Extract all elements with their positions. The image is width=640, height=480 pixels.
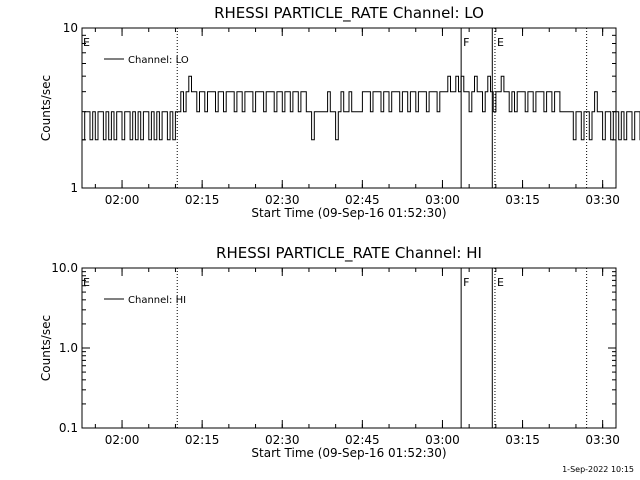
chart-panel-2: RHESSI PARTICLE_RATE Channel: HI 02:00 02:… <box>39 244 620 460</box>
chart-title: RHESSI PARTICLE_RATE Channel: HI <box>216 244 482 263</box>
event-label: F <box>463 36 469 49</box>
y-tick-label: 1 <box>70 181 78 195</box>
x-tick-label: 02:15 <box>185 193 220 207</box>
y-tick-label: 10.0 <box>51 261 78 275</box>
x-tick-label: 03:00 <box>425 193 460 207</box>
x-tick-label: 02:30 <box>265 193 300 207</box>
x-tick-label: 03:00 <box>425 433 460 447</box>
plot-frame <box>81 267 617 429</box>
timestamp-footer: 1-Sep-2022 10:15 <box>562 465 634 474</box>
x-tick-label: 02:45 <box>345 433 380 447</box>
x-axis-label: Start Time (09-Sep-16 01:52:30) <box>251 206 446 220</box>
x-tick-label: 02:00 <box>105 193 140 207</box>
x-tick-label: 02:30 <box>265 433 300 447</box>
y-axis-label: Counts/sec <box>39 315 53 381</box>
event-label-edge: E <box>83 36 90 49</box>
legend-label: Channel: LO <box>128 55 189 66</box>
chart-title: RHESSI PARTICLE_RATE Channel: LO <box>214 4 484 23</box>
y-axis-label: Counts/sec <box>39 75 53 141</box>
event-label: E <box>497 36 504 49</box>
plot-frame <box>81 27 617 189</box>
x-axis-label: Start Time (09-Sep-16 01:52:30) <box>251 446 446 460</box>
x-tick-label: 02:00 <box>105 433 140 447</box>
x-tick-label: 02:45 <box>345 193 380 207</box>
x-tick-label: 03:15 <box>505 193 540 207</box>
event-label: F <box>463 276 469 289</box>
x-tick-label: 03:15 <box>505 433 540 447</box>
y-tick-label: 0.1 <box>59 421 78 435</box>
legend-label: Channel: HI <box>128 295 186 306</box>
chart-panel-1: RHESSI PARTICLE_RATE Channel: LO 02:00 02:… <box>39 4 640 220</box>
series-line <box>82 75 640 141</box>
event-label-edge: E <box>83 276 90 289</box>
x-tick-label: 03:30 <box>585 433 620 447</box>
event-label: E <box>497 276 504 289</box>
y-tick-label: 1.0 <box>59 341 78 355</box>
y-tick-label: 10 <box>63 21 78 35</box>
x-tick-label: 02:15 <box>185 433 220 447</box>
x-tick-label: 03:30 <box>585 193 620 207</box>
